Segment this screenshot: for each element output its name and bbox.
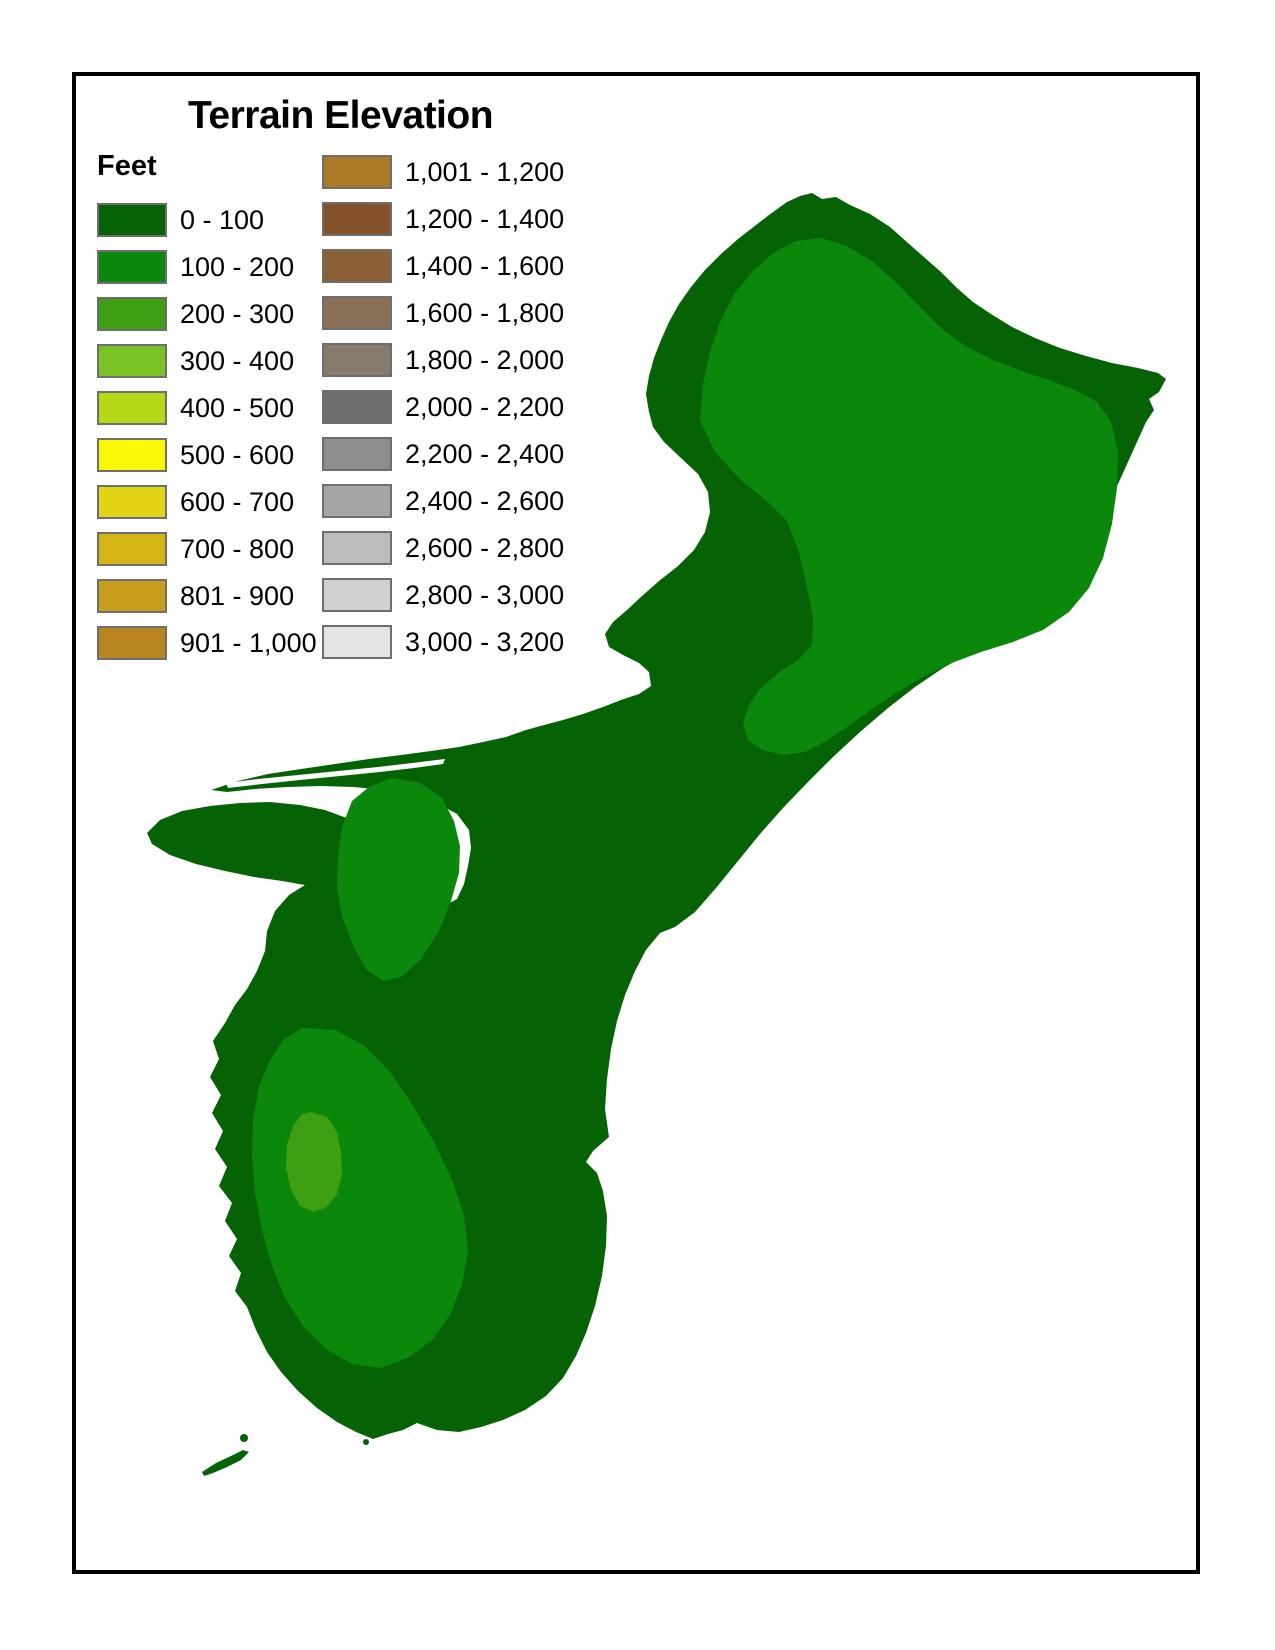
map-region-north-plateau [700,238,1118,755]
map-islet-2 [363,1439,369,1445]
legend-swatch [322,296,392,330]
legend-label: 0 - 100 [180,204,265,235]
legend-swatch [322,578,392,612]
legend-label: 300 - 400 [180,345,295,376]
legend-title: Feet [97,150,157,182]
map-region-central-hills [337,778,460,981]
legend-label: 500 - 600 [180,439,295,470]
legend-swatch [322,531,392,565]
legend-swatch [322,390,392,424]
legend-label: 1,400 - 1,600 [405,250,565,281]
legend-label: 400 - 500 [180,392,295,423]
legend-row: 2,400 - 2,600 [322,484,564,518]
map-harbor-channel [226,759,445,788]
legend-row: 500 - 600 [97,438,317,472]
legend-row: 100 - 200 [97,250,317,284]
legend-label: 2,400 - 2,600 [405,485,565,516]
legend-label: 3,000 - 3,200 [405,626,565,657]
legend-swatch [322,155,392,189]
legend-column-left: 0 - 100 100 - 200 200 - 300 300 - 400 40… [97,203,317,673]
map-region-cocos-island [202,1450,249,1476]
legend-swatch [322,343,392,377]
legend-label: 2,800 - 3,000 [405,579,565,610]
legend-label: 1,600 - 1,800 [405,297,565,328]
legend-row: 2,200 - 2,400 [322,437,564,471]
legend-row: 2,600 - 2,800 [322,531,564,565]
legend-label: 901 - 1,000 [180,627,317,658]
legend-column-right: 1,001 - 1,200 1,200 - 1,400 1,400 - 1,60… [322,155,564,672]
legend-row: 1,200 - 1,400 [322,202,564,236]
legend-label: 1,001 - 1,200 [405,156,565,187]
legend-swatch [322,437,392,471]
legend-label: 2,600 - 2,800 [405,532,565,563]
legend-row: 300 - 400 [97,344,317,378]
map-region-southern-peak [286,1112,342,1212]
legend-row: 1,800 - 2,000 [322,343,564,377]
legend-row: 700 - 800 [97,532,317,566]
legend-label: 200 - 300 [180,298,295,329]
legend-label: 600 - 700 [180,486,295,517]
legend-row: 3,000 - 3,200 [322,625,564,659]
legend-label: 1,200 - 1,400 [405,203,565,234]
legend-row: 600 - 700 [97,485,317,519]
legend-row: 1,400 - 1,600 [322,249,564,283]
legend-swatch [97,579,167,613]
legend-label: 801 - 900 [180,580,295,611]
legend-row: 2,800 - 3,000 [322,578,564,612]
legend-swatch [97,344,167,378]
legend-label: 700 - 800 [180,533,295,564]
legend-row: 801 - 900 [97,579,317,613]
legend-swatch [97,391,167,425]
legend-row: 2,000 - 2,200 [322,390,564,424]
legend-swatch [97,626,167,660]
legend-swatch [322,202,392,236]
legend-row: 200 - 300 [97,297,317,331]
legend-swatch [97,203,167,237]
map-region-southern-mountains [252,1028,468,1368]
legend-swatch [97,250,167,284]
legend-swatch [97,485,167,519]
legend-label: 100 - 200 [180,251,295,282]
legend-swatch [97,438,167,472]
legend-swatch [322,625,392,659]
legend-row: 901 - 1,000 [97,626,317,660]
map-frame-border [72,72,1200,1574]
legend-row: 1,600 - 1,800 [322,296,564,330]
legend-row: 1,001 - 1,200 [322,155,564,189]
map-title: Terrain Elevation [188,94,494,137]
legend-row: 0 - 100 [97,203,317,237]
legend-swatch [322,249,392,283]
legend-label: 2,200 - 2,400 [405,438,565,469]
legend-swatch [97,297,167,331]
legend-row: 400 - 500 [97,391,317,425]
map-islet-1 [240,1434,248,1442]
legend-swatch [97,532,167,566]
legend-swatch [322,484,392,518]
legend-label: 1,800 - 2,000 [405,344,565,375]
legend-label: 2,000 - 2,200 [405,391,565,422]
